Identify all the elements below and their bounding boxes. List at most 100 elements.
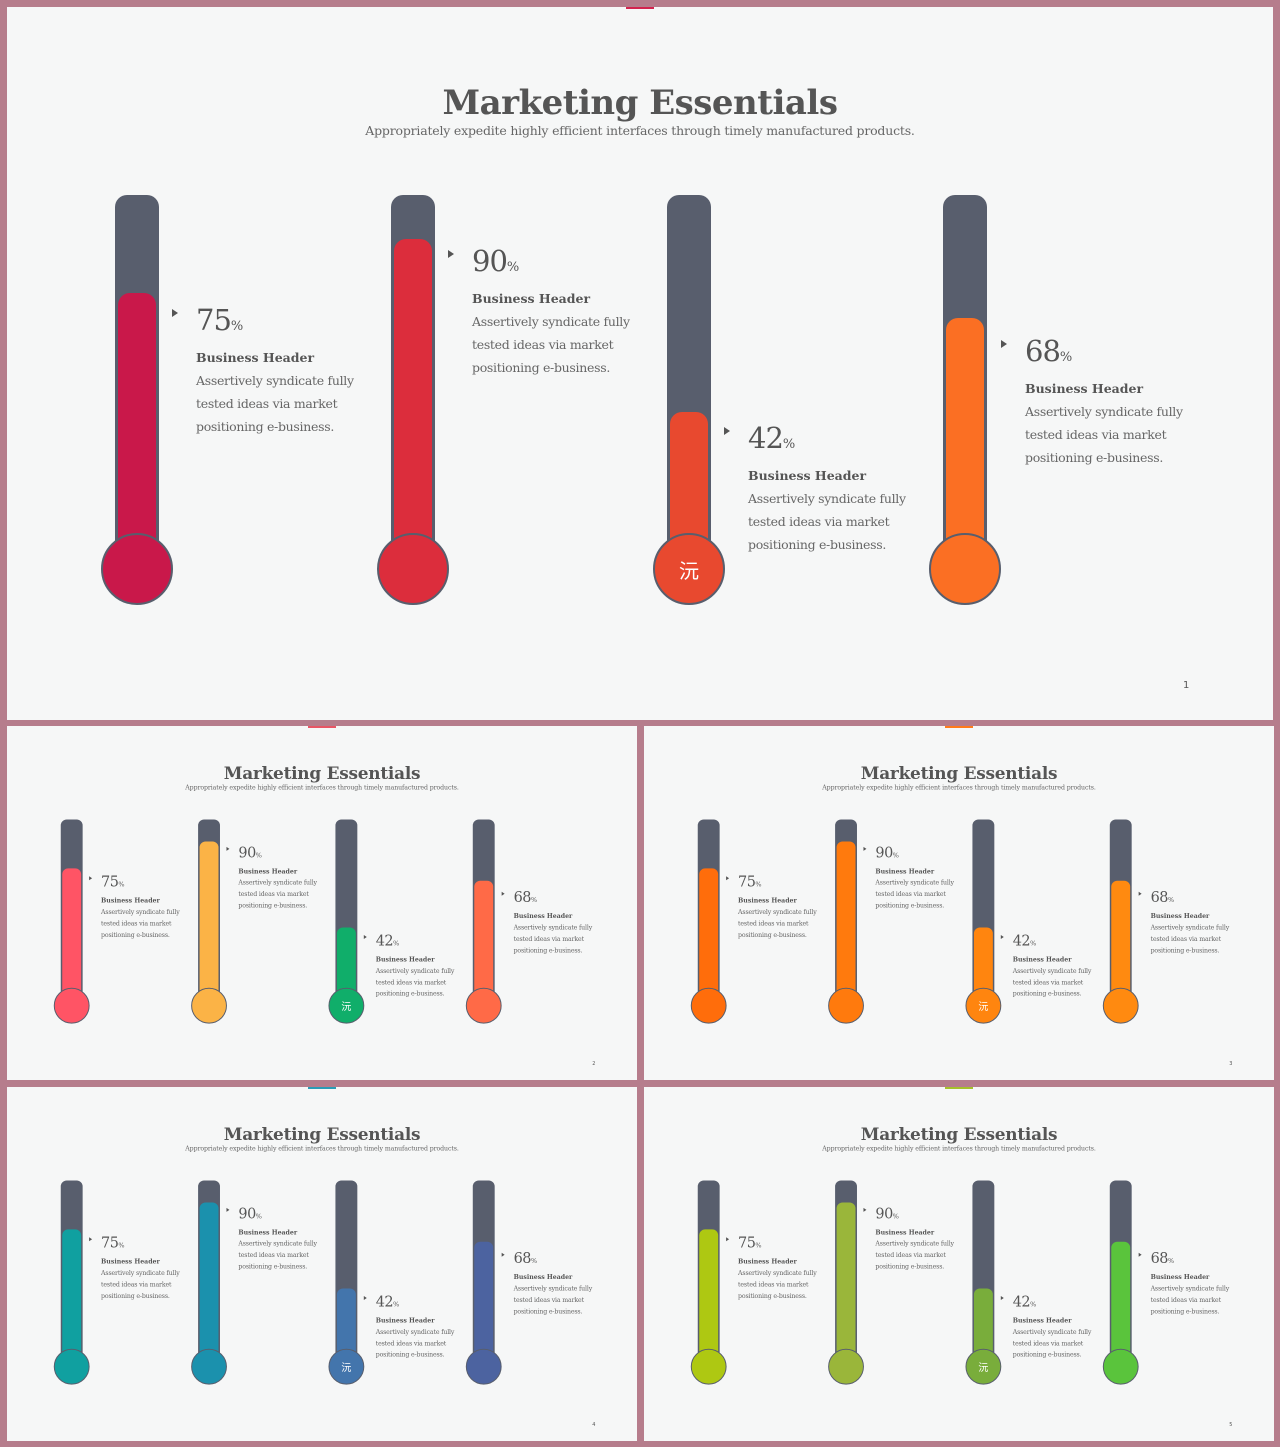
metric-percent-unit: % [1030,939,1037,948]
metric-percent: 90% [238,1205,325,1225]
metric-percent-unit: % [1059,350,1073,365]
thermometer-bulb [191,1348,227,1385]
metric-percent: 68% [514,1250,601,1270]
slide-subtitle: Appropriately expedite highly efficient … [365,123,915,138]
metric-description: Assertively syndicate fully tested ideas… [1012,1327,1092,1359]
metric-description: Assertively syndicate fully tested ideas… [238,878,317,910]
metric-percent: 75% [738,873,825,893]
thermometer-bulb [828,987,864,1024]
slide-title: Marketing Essentials [223,1124,421,1145]
slide-title: Marketing Essentials [860,763,1058,784]
metric-block: 68% Business Header Assertively syndicate … [1001,334,1200,469]
metric-percent-value: 42 [375,1293,394,1310]
pointer-arrow-icon [724,427,730,435]
metric-block: 90% Business Header Assertively syndicate … [226,843,325,911]
metric-block: 42% Business Header Assertively syndicate … [363,932,463,999]
metric-header: Business Header [375,1316,435,1324]
metric-percent-value: 75 [738,1234,756,1252]
slide-3[interactable]: Marketing Essentials Appropriately expedi… [644,726,1274,1080]
page-number: 3 [1229,1060,1233,1067]
bulb-glyph: 沅 [341,1000,352,1013]
thermometer-bulb [690,987,727,1024]
metric-block: 68% Business Header Assertively syndicate … [1138,889,1238,956]
metric-percent: 68% [1151,889,1238,909]
metric-description: Assertively syndicate fully tested ideas… [738,1269,817,1300]
thermometer-fill [118,293,156,559]
thermometer [828,819,864,1024]
metric-block: 68% Business Header Assertively syndicate … [501,888,601,956]
slide-title: Marketing Essentials [442,83,838,123]
thermometer-fill [394,239,432,559]
metric-percent-unit: % [118,881,125,889]
metric-percent-value: 68 [513,888,532,906]
thermometer-bulb [53,1348,90,1385]
metric-block: 75% Business Header Assertively syndicate … [89,873,188,940]
thermometer-fill [474,880,494,1001]
thermometer [1102,819,1139,1024]
metric-header: Business Header [738,1257,797,1266]
thermometer-bulb [53,987,90,1024]
metric-percent: 42% [1013,932,1100,952]
metric-percent-value: 68 [513,1249,532,1267]
metric-description: Assertively syndicate fully tested ideas… [513,1284,593,1315]
thermometer: 沅 [328,1180,365,1385]
page-number: 5 [1229,1421,1233,1428]
pointer-arrow-icon [226,846,230,851]
metric-block: 75% Business Header Assertively syndicate … [726,873,825,940]
pointer-arrow-icon [89,1237,93,1242]
pointer-arrow-icon [726,876,730,881]
slide-4[interactable]: Marketing Essentials Appropriately expedi… [7,1087,637,1441]
metric-percent-unit: % [892,1212,899,1221]
thermometer-fill [336,1288,356,1362]
pointer-arrow-icon [172,309,178,317]
slide-content: Marketing Essentials Appropriately expedi… [644,726,1274,1080]
thermometer-bulb: 沅 [328,987,365,1024]
pointer-arrow-icon [89,876,93,881]
metric-percent-value: 75 [101,873,119,891]
metric-percent: 75% [196,303,371,344]
metric-percent-value: 90 [238,1204,256,1222]
metric-percent: 90% [472,244,647,285]
metric-description: Assertively syndicate fully tested ideas… [1150,1284,1230,1315]
metric-header: Business Header [1150,1273,1210,1281]
pointer-arrow-icon [448,250,454,258]
metric-percent-value: 42 [748,421,784,455]
slide-2[interactable]: Marketing Essentials Appropriately expedi… [7,726,637,1080]
thermometer-fill [336,927,356,1001]
thermometer [465,1180,502,1385]
metric-percent-value: 42 [1012,932,1031,949]
metric-description: Assertively syndicate fully tested ideas… [1025,404,1183,465]
metric-percent-value: 42 [1012,1293,1031,1310]
thermometer-fill [62,868,82,1001]
metric-percent-unit: % [506,260,520,275]
metric-percent-value: 90 [238,843,256,861]
thermometer-fill [973,927,993,1001]
thermometer [53,819,90,1024]
metric-percent: 90% [875,844,962,864]
thermometer: 沅 [965,1180,1002,1385]
metric-percent-unit: % [1030,1300,1037,1309]
metric-percent-value: 68 [1150,1249,1169,1267]
metric-header: Business Header [472,291,591,306]
metric-percent: 75% [738,1234,825,1254]
pointer-arrow-icon [863,846,867,851]
slide-1[interactable]: Marketing Essentials Appropriately expedi… [7,7,1273,720]
metric-block: 42% Business Header Assertively syndicate … [1000,932,1100,999]
slide-5[interactable]: Marketing Essentials Appropriately expedi… [644,1087,1274,1441]
thermometer-bulb [929,533,1001,605]
thermometer [101,195,173,605]
thermometer-bulb [828,1348,864,1385]
metric-percent-unit: % [755,1242,762,1250]
metric-percent: 68% [1151,1250,1238,1270]
thermometer-bulb [1102,1348,1139,1385]
metric-description: Assertively syndicate fully tested ideas… [472,314,630,375]
metric-description: Assertively syndicate fully tested ideas… [101,908,180,939]
thermometer-fill [199,841,219,1001]
slide-subtitle: Appropriately expedite highly efficient … [185,783,459,792]
metric-description: Assertively syndicate fully tested ideas… [196,373,354,434]
slide-subtitle: Appropriately expedite highly efficient … [822,783,1096,792]
metric-percent-value: 90 [472,244,508,278]
slide-subtitle: Appropriately expedite highly efficient … [822,1144,1096,1153]
metric-block: 90% Business Header Assertively syndicate … [863,844,962,911]
pointer-arrow-icon [363,935,367,939]
